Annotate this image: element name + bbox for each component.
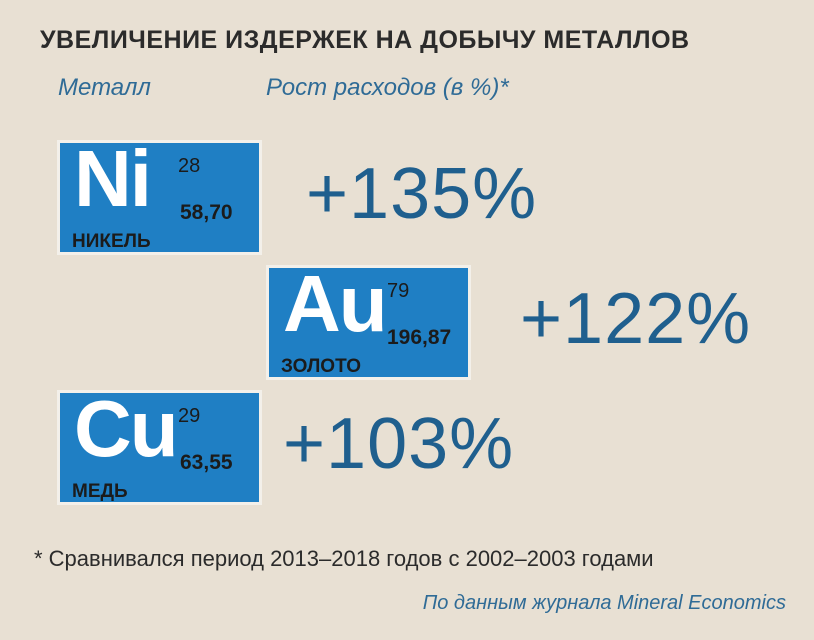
growth-value: +122% [520, 279, 752, 359]
element-tile-au: Au 79 196,87 ЗОЛОТО [266, 259, 471, 380]
atomic-number: 28 [178, 155, 201, 177]
atomic-mass: 196,87 [387, 326, 452, 349]
element-name: ЗОЛОТО [281, 356, 361, 377]
chart-title: УВЕЛИЧЕНИЕ ИЗДЕРЖЕК НА ДОБЫЧУ МЕТАЛЛОВ [40, 26, 690, 54]
growth-value: +135% [306, 154, 538, 234]
element-tile-ni: Ni 28 58,70 НИКЕЛЬ [57, 134, 262, 255]
atomic-number: 29 [178, 405, 201, 427]
column-header-growth: Рост расходов (в %)* [266, 74, 509, 101]
element-tile-cu: Cu 29 63,55 МЕДЬ [57, 384, 262, 505]
column-header-metal: Металл [58, 74, 151, 101]
atomic-mass: 58,70 [180, 201, 233, 224]
footnote: * Сравнивался период 2013–2018 годов с 2… [34, 546, 654, 571]
element-name: МЕДЬ [72, 481, 128, 502]
growth-value: +103% [283, 404, 515, 484]
element-symbol: Ni [74, 134, 152, 223]
element-symbol: Cu [74, 384, 179, 473]
source-note: По данным журнала Mineral Economics [422, 592, 786, 614]
element-name: НИКЕЛЬ [72, 231, 151, 252]
atomic-number: 79 [387, 280, 410, 302]
element-symbol: Au [283, 259, 388, 348]
atomic-mass: 63,55 [180, 451, 233, 474]
